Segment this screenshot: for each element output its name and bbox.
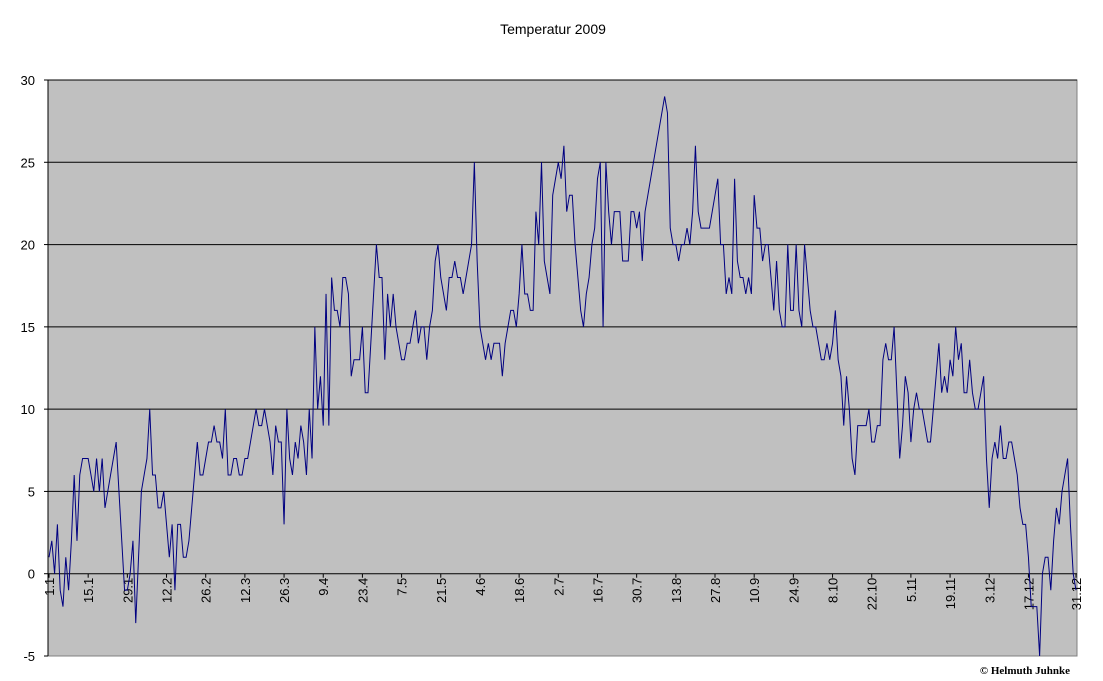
x-tick-label: 30.7 — [630, 578, 645, 603]
y-tick-label: -5 — [23, 649, 35, 664]
x-tick-label: 24.9 — [786, 578, 801, 603]
x-tick-label: 15.1 — [81, 578, 96, 603]
x-tick-label: 26.2 — [199, 578, 214, 603]
x-tick-label: 23.4 — [355, 578, 370, 603]
x-tick-label: 3.12 — [982, 578, 997, 603]
x-tick-label: 31.12 — [1069, 578, 1084, 611]
x-tick-label: 1.1 — [42, 578, 57, 596]
y-tick-label: 5 — [28, 484, 35, 499]
x-tick-label: 26.3 — [277, 578, 292, 603]
copyright-credit: © Helmuth Juhnke — [980, 665, 1070, 677]
x-tick-label: 27.8 — [708, 578, 723, 603]
x-tick-label: 8.10 — [826, 578, 841, 603]
y-tick-label: 20 — [21, 238, 35, 253]
x-tick-label: 29.1 — [120, 578, 135, 603]
x-tick-label: 2.7 — [551, 578, 566, 596]
x-tick-label: 18.6 — [512, 578, 527, 603]
y-axis: 30 25 20 15 10 5 0 -5 — [21, 73, 49, 664]
x-tick-label: 13.8 — [669, 578, 684, 603]
x-tick-label: 21.5 — [434, 578, 449, 603]
chart-title: Temperatur 2009 — [500, 21, 606, 37]
temperature-line — [48, 96, 1077, 657]
x-tick-label: 5.11 — [904, 578, 919, 602]
x-tick-label: 22.10 — [865, 578, 880, 611]
x-tick-label: 9.4 — [316, 578, 331, 596]
y-tick-label: 15 — [21, 320, 35, 335]
y-tick-label: 30 — [21, 73, 35, 88]
y-tick-label: 0 — [28, 567, 35, 582]
plot-area — [47, 79, 1078, 657]
x-tick-label: 17.12 — [1021, 578, 1036, 611]
x-axis: 1.1 15.1 29.1 12.2 26.2 12.3 26.3 9.4 23.4 7.5 21.… — [42, 573, 1084, 611]
x-tick-label: 7.5 — [395, 578, 410, 596]
y-tick-label: 10 — [21, 402, 35, 417]
x-tick-label: 12.2 — [160, 578, 175, 603]
x-tick-label: 19.11 — [943, 578, 958, 610]
x-tick-label: 16.7 — [590, 578, 605, 603]
x-tick-label: 12.3 — [238, 578, 253, 603]
x-tick-label: 10.9 — [747, 578, 762, 603]
gridlines — [48, 79, 1077, 492]
y-tick-label: 25 — [21, 155, 35, 170]
x-tick-label: 4.6 — [473, 578, 488, 596]
